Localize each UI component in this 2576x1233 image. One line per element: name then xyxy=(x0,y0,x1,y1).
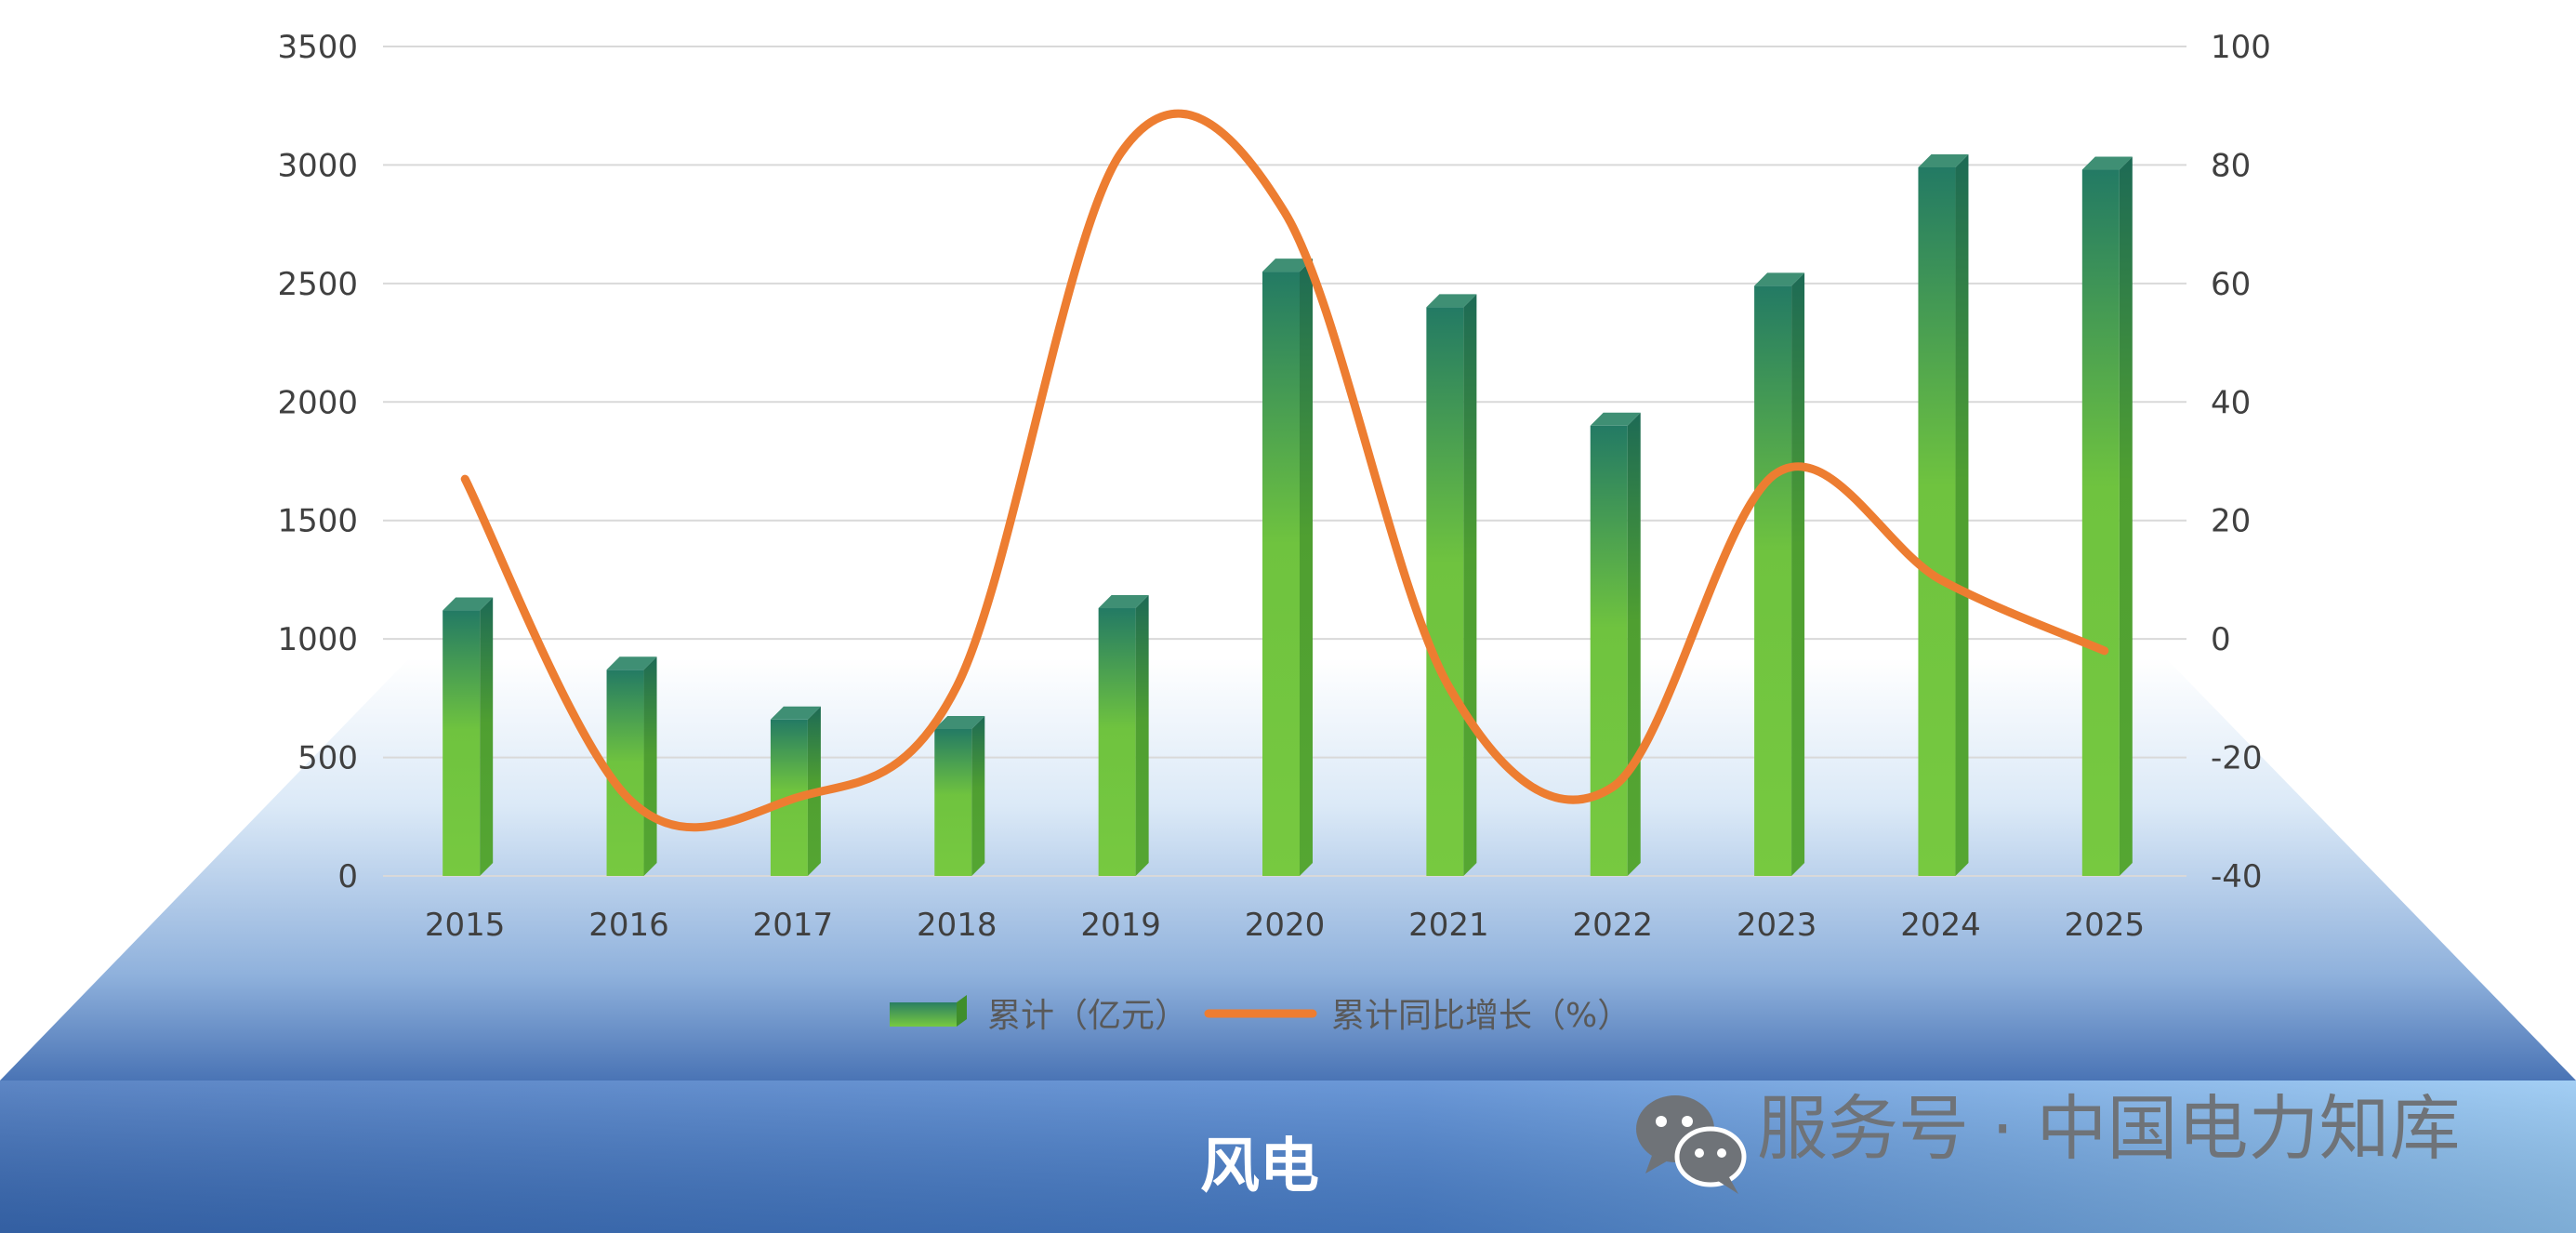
bar xyxy=(1098,595,1149,876)
bar-front xyxy=(1098,608,1136,876)
banner-shade xyxy=(0,1081,2576,1233)
bar-top xyxy=(1918,153,1969,167)
y-left-tick-label: 2500 xyxy=(277,266,358,303)
y-left-tick-label: 500 xyxy=(297,740,358,777)
bar-top xyxy=(1754,272,1805,286)
bar-front xyxy=(1918,166,1956,876)
banner-title: 风电 xyxy=(1200,1133,1319,1201)
bar-front xyxy=(443,610,481,876)
bar-top xyxy=(1262,259,1313,272)
x-tick-label: 2022 xyxy=(1572,907,1653,944)
y-left-tick-label: 2000 xyxy=(277,384,358,421)
y-right-tick-label: 0 xyxy=(2211,621,2231,658)
y-left-tick-label: 3500 xyxy=(277,29,358,66)
y-left-tick-label: 1500 xyxy=(277,503,358,540)
bar-top xyxy=(443,597,494,611)
legend-swatch-bar-side xyxy=(957,995,967,1027)
bar-front xyxy=(1754,285,1792,876)
bar-top xyxy=(1426,294,1477,308)
watermark-text: 服务号 · 中国电力知库 xyxy=(1757,1087,2460,1170)
x-tick-label: 2025 xyxy=(2065,907,2146,944)
bar-side xyxy=(1463,294,1477,876)
bar-series xyxy=(443,153,2133,877)
x-tick-label: 2018 xyxy=(917,907,997,944)
bar-side xyxy=(971,715,985,876)
bar-side xyxy=(643,656,657,876)
bar-side xyxy=(1791,272,1805,876)
bar-side xyxy=(480,597,494,876)
legend-label-bar: 累计（亿元） xyxy=(987,997,1188,1035)
bar-front xyxy=(1590,425,1628,876)
bar-side xyxy=(1955,153,1969,876)
bar xyxy=(1918,153,1969,876)
bar-side xyxy=(1135,595,1149,876)
legend-swatch-bar xyxy=(890,1002,957,1027)
bar xyxy=(934,715,985,876)
bar xyxy=(1262,259,1313,877)
y-right-tick-label: 80 xyxy=(2211,147,2251,184)
x-tick-label: 2017 xyxy=(753,907,834,944)
line-series xyxy=(460,109,2109,832)
y-left-tick-label: 0 xyxy=(337,858,358,895)
x-axis: 2015 2016 2017 2018 2019 2020 2021 2022 2023 2024… xyxy=(425,907,2145,944)
x-tick-label: 2015 xyxy=(425,907,506,944)
y-axis-left: 0 500 1000 1500 2000 2500 3000 3500 xyxy=(277,29,358,895)
bar xyxy=(443,597,494,876)
y-right-tick-label: -40 xyxy=(2211,858,2263,895)
x-tick-label: 2020 xyxy=(1245,907,1326,944)
bar-top xyxy=(770,706,821,720)
bar xyxy=(2081,156,2133,877)
x-tick-label: 2024 xyxy=(1900,907,1981,944)
bar-side xyxy=(2119,156,2133,877)
y-right-tick-label: 20 xyxy=(2211,503,2251,540)
bar-front xyxy=(1426,307,1464,876)
bar-top xyxy=(606,656,657,670)
y-axis-right: -40 -20 0 20 40 60 80 100 xyxy=(2211,29,2271,895)
y-right-tick-label: 40 xyxy=(2211,384,2251,421)
bar xyxy=(1426,294,1477,876)
legend-label-line: 累计同比增长（%） xyxy=(1331,997,1631,1035)
y-left-tick-label: 1000 xyxy=(277,621,358,658)
x-tick-label: 2021 xyxy=(1408,907,1489,944)
y-right-tick-label: 60 xyxy=(2211,266,2251,303)
bar-top xyxy=(1098,595,1149,609)
y-right-tick-label: -20 xyxy=(2211,740,2263,777)
wechat-icon xyxy=(1636,1095,1747,1194)
bar-front xyxy=(934,728,972,876)
bar-front xyxy=(1262,272,1300,877)
y-left-tick-label: 3000 xyxy=(277,147,358,184)
x-tick-label: 2016 xyxy=(588,907,669,944)
bar-top xyxy=(1590,412,1641,426)
y-right-tick-label: 100 xyxy=(2211,29,2271,66)
bar-top xyxy=(2081,156,2133,170)
bar-side xyxy=(1627,412,1641,876)
bar xyxy=(1590,412,1641,876)
bar xyxy=(606,656,657,876)
bar-top xyxy=(934,715,985,729)
x-tick-label: 2019 xyxy=(1080,907,1161,944)
legend: 累计（亿元） 累计同比增长（%） xyxy=(890,995,1631,1035)
bar-side xyxy=(1300,259,1313,877)
bar-front xyxy=(2081,169,2120,877)
x-tick-label: 2023 xyxy=(1737,907,1817,944)
bar xyxy=(1754,272,1805,876)
